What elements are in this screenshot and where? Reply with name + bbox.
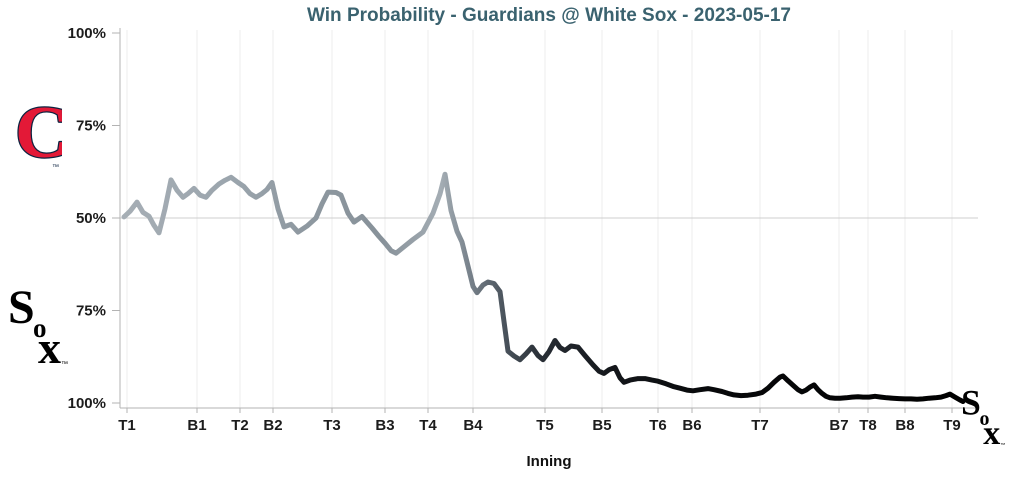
- x-axis-title: Inning: [526, 453, 572, 470]
- win-probability-line: [121, 171, 966, 404]
- x-tick-label-B1: B1: [187, 417, 206, 434]
- y-tick-label: 75%: [76, 118, 106, 135]
- x-tick-label-B4: B4: [463, 417, 483, 434]
- x-tick-label-T1: T1: [118, 417, 136, 434]
- sox-x-glyph: x: [38, 322, 61, 367]
- x-tick-label-T9: T9: [943, 417, 961, 434]
- x-tick-label-B8: B8: [895, 417, 914, 434]
- x-tick-label-T8: T8: [859, 417, 877, 434]
- x-tick-label-T3: T3: [323, 417, 341, 434]
- chart-title: Win Probability - Guardians @ White Sox …: [307, 5, 791, 26]
- whitesox-logo-line-end: [961, 385, 1006, 447]
- y-tick-label: 75%: [76, 303, 106, 320]
- x-tick-label-B3: B3: [375, 417, 394, 434]
- x-tick-label-T6: T6: [649, 417, 667, 434]
- x-tick-label-B2: B2: [263, 417, 282, 434]
- x-tick-label-T2: T2: [231, 417, 249, 434]
- x-tick-label-B5: B5: [592, 417, 611, 434]
- x-tick-label-T4: T4: [419, 417, 437, 434]
- x-tick-label-B7: B7: [829, 417, 848, 434]
- y-tick-label: 50%: [76, 210, 106, 227]
- x-tick-label-T7: T7: [751, 417, 769, 434]
- whitesox-logo: S o x ™: [8, 283, 68, 367]
- sox-s-glyph: S: [8, 283, 35, 334]
- sox-tm-mark: ™: [61, 361, 68, 367]
- x-tick-label-B6: B6: [682, 417, 701, 434]
- y-tick-label: 100%: [68, 395, 106, 412]
- guardians-c-glyph: C: [15, 93, 62, 173]
- guardians-tm-mark: ™: [52, 164, 59, 171]
- sox-o-glyph: o: [33, 313, 47, 343]
- guardians-logo: C ™: [14, 93, 62, 173]
- y-tick-label: 100%: [68, 25, 106, 42]
- x-tick-label-T5: T5: [536, 417, 554, 434]
